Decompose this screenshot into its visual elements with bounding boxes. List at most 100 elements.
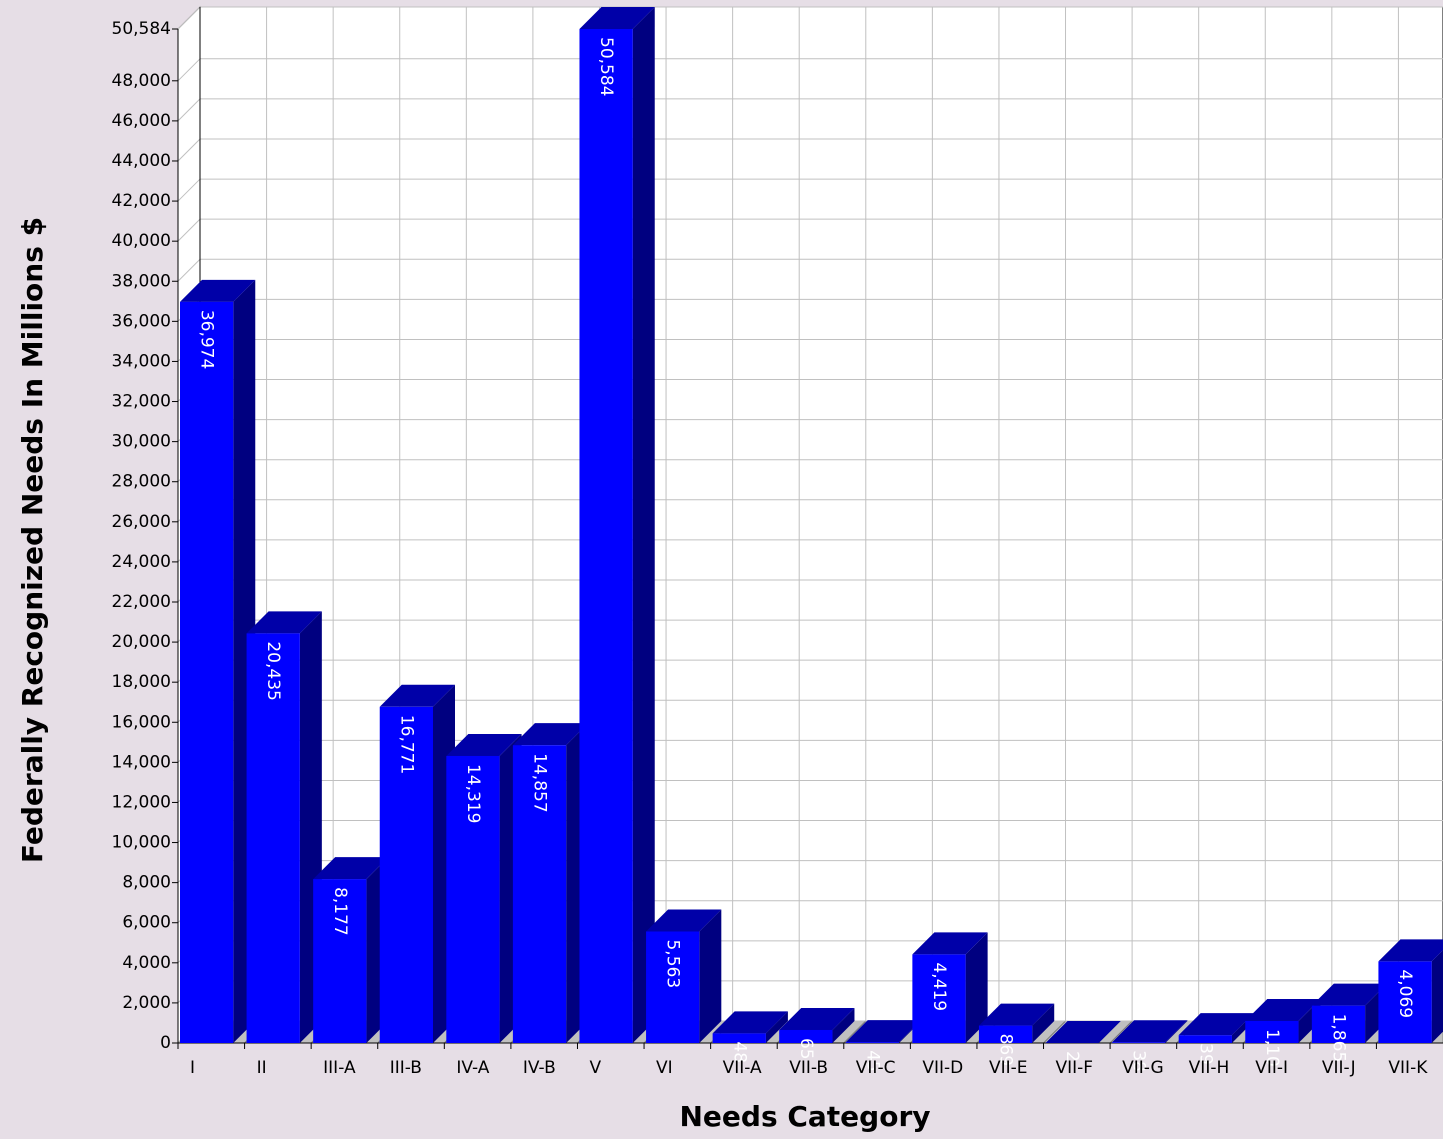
y-tick-label: 42,000 bbox=[112, 191, 171, 211]
y-tick-label: 28,000 bbox=[112, 472, 171, 492]
y-tick-label: 0 bbox=[160, 1033, 171, 1053]
bar bbox=[1178, 1035, 1232, 1043]
y-tick-label: 48,000 bbox=[112, 71, 171, 91]
bar bbox=[845, 1042, 900, 1043]
y-tick-label: 8,000 bbox=[122, 873, 171, 893]
x-tick-label: VII-F bbox=[1056, 1058, 1094, 1078]
bar-top bbox=[446, 733, 522, 756]
value-label: 50,584 bbox=[596, 37, 616, 96]
bar-top bbox=[1112, 1020, 1188, 1043]
floor-line bbox=[1043, 1020, 1066, 1044]
value-label: 4,069 bbox=[1395, 969, 1415, 1018]
value-label: 14,857 bbox=[530, 753, 550, 812]
y-tick-label: 40,000 bbox=[112, 231, 171, 251]
y-tick-label: 32,000 bbox=[112, 392, 171, 412]
value-label: 39 bbox=[1195, 1043, 1215, 1065]
bar-top bbox=[379, 684, 455, 707]
bar-top bbox=[246, 611, 322, 634]
y-tick-label: 44,000 bbox=[112, 151, 171, 171]
bar-side bbox=[832, 1007, 855, 1043]
y-tick-label: 26,000 bbox=[112, 512, 171, 532]
value-label: 38 bbox=[1129, 1050, 1149, 1072]
floor-line bbox=[843, 1020, 867, 1044]
y-tick-label: 16,000 bbox=[112, 712, 171, 732]
bar-top bbox=[912, 932, 988, 955]
x-tick-label: VII-G bbox=[1122, 1058, 1164, 1078]
value-label: 8,177 bbox=[330, 887, 350, 936]
grid-line-side bbox=[177, 6, 201, 30]
bar-side bbox=[1431, 950, 1443, 1043]
x-tick-label: IV-B bbox=[523, 1058, 556, 1078]
value-label: 1,10 bbox=[1262, 1029, 1282, 1067]
y-tick-label: 12,000 bbox=[112, 792, 171, 812]
bar-side bbox=[765, 1011, 788, 1043]
y-tick-label: 14,000 bbox=[112, 752, 171, 772]
grid-line-side bbox=[177, 178, 201, 202]
bar bbox=[1112, 1042, 1166, 1043]
x-tick-label: VII-I bbox=[1255, 1058, 1288, 1078]
bar-top bbox=[1045, 1020, 1121, 1043]
bar bbox=[1378, 961, 1432, 1043]
bar bbox=[912, 954, 966, 1043]
y-tick-label: 50,584 bbox=[112, 19, 171, 39]
bar bbox=[579, 29, 633, 1043]
y-axis-title: Federally Recognized Needs In Millions $ bbox=[16, 217, 49, 863]
grid-line-side bbox=[177, 98, 201, 122]
bar-top bbox=[512, 723, 589, 746]
value-label: 36,974 bbox=[197, 310, 217, 369]
y-tick-label: 20,000 bbox=[112, 632, 171, 652]
x-tick-label: VII-B bbox=[789, 1058, 828, 1078]
bar-side bbox=[1098, 1020, 1121, 1043]
bar-top bbox=[646, 909, 722, 932]
bar bbox=[512, 745, 567, 1043]
x-tick-label: III-B bbox=[390, 1058, 422, 1078]
y-tick-label: 22,000 bbox=[112, 592, 171, 612]
y-tick-label: 36,000 bbox=[112, 311, 171, 331]
value-label: 5,563 bbox=[663, 939, 683, 988]
bar-top bbox=[579, 7, 655, 29]
value-label: 4,419 bbox=[929, 962, 949, 1011]
y-tick-label: 10,000 bbox=[112, 833, 171, 853]
y-tick-label: 38,000 bbox=[112, 271, 171, 291]
grid-line-side bbox=[177, 138, 201, 162]
x-tick-label: VII-J bbox=[1322, 1058, 1356, 1078]
bar-top bbox=[1378, 939, 1443, 962]
x-tick-label: VI bbox=[656, 1058, 673, 1078]
bar bbox=[1311, 1005, 1366, 1043]
value-label: 48 bbox=[729, 1041, 749, 1063]
bar-top bbox=[1178, 1013, 1254, 1036]
bar-top bbox=[1311, 983, 1388, 1006]
y-tick-label: 30,000 bbox=[112, 432, 171, 452]
x-tick-label: I bbox=[190, 1058, 195, 1078]
grid-line-side bbox=[177, 258, 201, 282]
y-tick-label: 18,000 bbox=[112, 672, 171, 692]
x-tick-label: II bbox=[257, 1058, 267, 1078]
bar bbox=[446, 755, 500, 1043]
y-tick-label: 46,000 bbox=[112, 111, 171, 131]
bar-side bbox=[1165, 1020, 1188, 1043]
bar-side bbox=[632, 7, 655, 1043]
bar bbox=[246, 633, 300, 1043]
bar bbox=[379, 706, 433, 1043]
value-label: 20,435 bbox=[263, 641, 283, 700]
bar-top bbox=[180, 279, 256, 302]
bar-top bbox=[1245, 998, 1321, 1021]
x-tick-label: III-A bbox=[323, 1058, 356, 1078]
bar-top bbox=[313, 857, 389, 880]
bar-top bbox=[978, 1003, 1055, 1026]
bar bbox=[978, 1025, 1033, 1043]
value-label: 14,319 bbox=[463, 764, 483, 823]
y-tick-label: 34,000 bbox=[112, 351, 171, 371]
bar bbox=[313, 879, 367, 1043]
y-tick-label: 24,000 bbox=[112, 552, 171, 572]
bar-side bbox=[1032, 1003, 1055, 1043]
grid-line-side bbox=[177, 218, 201, 242]
value-label: 65 bbox=[796, 1038, 816, 1060]
grid-line-side bbox=[177, 58, 201, 82]
bar bbox=[779, 1029, 833, 1043]
y-tick-label: 2,000 bbox=[122, 993, 171, 1013]
x-tick-label: V bbox=[589, 1058, 601, 1078]
value-label: 1,865 bbox=[1328, 1014, 1348, 1063]
x-axis-title: Needs Category bbox=[679, 1100, 930, 1133]
